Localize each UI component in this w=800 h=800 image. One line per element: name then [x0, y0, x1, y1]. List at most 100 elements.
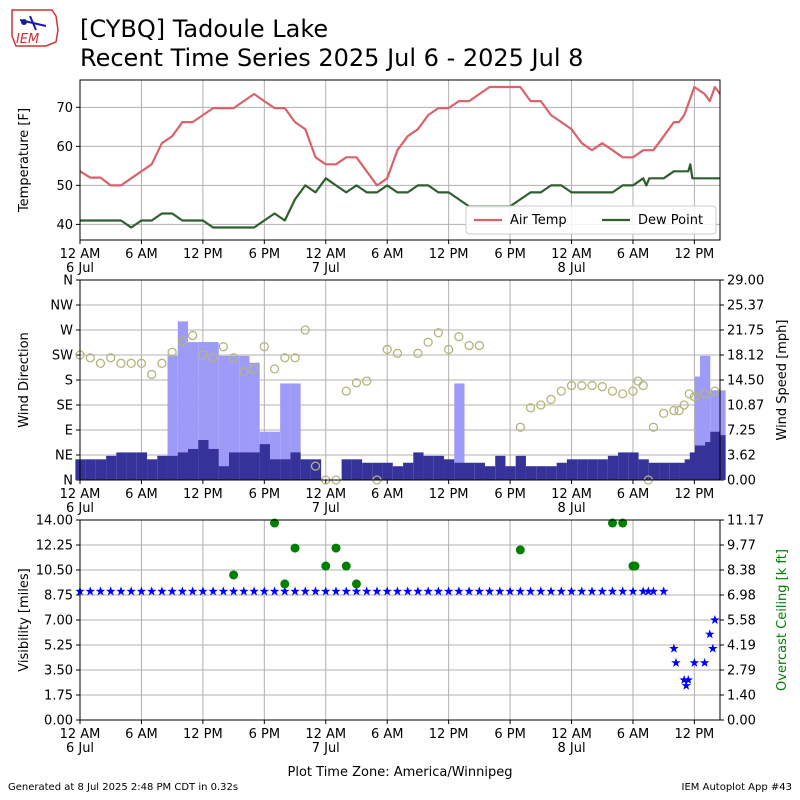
wind-direction-point [95, 358, 106, 368]
wind-direction-point [106, 353, 116, 363]
bar-wind-speed [413, 452, 424, 480]
visibility-point [643, 586, 654, 596]
x-tick-sublabel: 8 Jul [557, 261, 585, 276]
bar-wind-speed [684, 459, 695, 480]
x-tick-sublabel: 8 Jul [557, 501, 585, 516]
ceiling-point [280, 579, 290, 589]
wind-direction-point [280, 353, 290, 363]
wind-direction-point [259, 342, 269, 352]
bar-wind-speed [556, 462, 567, 480]
wind-direction-point [679, 400, 689, 410]
y2-tick-label: 9.77 [727, 539, 756, 554]
y-tick-label: 8.75 [44, 589, 73, 604]
visibility-point [126, 586, 136, 596]
iem-logo: IEM [11, 9, 59, 47]
y2-tick-label: 0.00 [727, 714, 756, 729]
bar-wind-speed [587, 459, 598, 480]
visibility-point [597, 586, 607, 596]
bar-wind-speed [239, 452, 250, 480]
wind-direction-point [351, 378, 362, 388]
bar-wind-speed [136, 452, 148, 480]
visibility-point [474, 586, 485, 596]
x-tick-label: 12 AM [551, 487, 592, 502]
visibility-point [536, 586, 546, 596]
bar-wind-speed [249, 452, 260, 480]
wind-direction-point [392, 348, 403, 358]
x-tick-label: 12 PM [429, 247, 469, 262]
x-tick-sublabel: 7 Jul [312, 261, 340, 276]
visibility-point [321, 586, 331, 596]
x-tick-label: 12 AM [60, 727, 101, 742]
wind-direction-point [177, 336, 188, 346]
y2-axis-label: Overcast Ceiling [k ft] [775, 549, 790, 691]
legend-label: Dew Point [638, 213, 703, 228]
wind-direction-point [198, 350, 208, 360]
visibility-point [681, 680, 691, 690]
y2-tick-label: 11.17 [727, 514, 764, 529]
visibility-point [85, 586, 95, 596]
x-tick-label: 12 AM [305, 487, 346, 502]
y-tick-label: 12.25 [36, 539, 73, 554]
bar-wind-speed [403, 462, 414, 480]
visibility-point [671, 657, 681, 667]
wind-direction-point [300, 325, 310, 335]
bar-wind-speed [505, 466, 516, 480]
bar-wind-speed [525, 466, 537, 480]
y-tick-label: 10.50 [36, 564, 73, 579]
wind-direction-point [638, 380, 648, 391]
bar-wind-speed [157, 455, 168, 480]
visibility-point [341, 586, 351, 596]
visibility-point [249, 586, 259, 596]
x-tick-label: 6 AM [371, 727, 404, 742]
visibility-point [382, 586, 392, 596]
bar-wind-speed [618, 452, 629, 480]
wind-direction-point [577, 380, 587, 391]
visibility-point [280, 586, 290, 596]
visibility-point [362, 586, 372, 596]
visibility-point [705, 629, 715, 639]
visibility-point [198, 586, 208, 596]
wind-direction-point [290, 353, 300, 363]
y2-tick-label: 7.25 [727, 424, 756, 439]
wind-direction-point [525, 403, 536, 413]
bar-wind-gust [208, 342, 219, 480]
bar-wind-speed [628, 452, 639, 480]
y2-axis-label: Wind Speed [mph] [775, 320, 790, 441]
chart-title: [CYBQ] Tadoule Lake [80, 15, 329, 43]
wind-direction-point [454, 332, 464, 342]
bar-wind-speed [433, 455, 445, 480]
wind-panel [75, 279, 726, 485]
wind-direction-point [597, 382, 607, 392]
bar-wind-speed [372, 462, 383, 480]
bar-wind-speed [546, 466, 557, 480]
series-line-air-temp [79, 85, 721, 187]
chart-subtitle: Recent Time Series 2025 Jul 6 - 2025 Jul… [80, 44, 584, 72]
bar-wind-gust [167, 355, 178, 480]
wind-direction-point [218, 342, 229, 352]
bar-wind-speed [607, 455, 619, 480]
y-tick-label: 40 [56, 218, 73, 233]
wind-direction-point [269, 364, 280, 374]
visibility-point [628, 586, 638, 596]
y-tick-label: 70 [56, 101, 73, 116]
visibility-point [177, 586, 188, 596]
wind-direction-point [249, 364, 259, 374]
visibility-point [95, 586, 106, 596]
wind-direction-point [699, 389, 710, 399]
y2-tick-label: 14.50 [727, 374, 764, 389]
wind-direction-point [684, 389, 694, 399]
y-axis-label: Temperature [F] [17, 108, 32, 213]
visibility-point [372, 586, 382, 596]
y2-tick-label: 29.00 [727, 274, 764, 289]
y-tick-label: 50 [56, 179, 73, 194]
visibility-point [146, 586, 157, 596]
ceiling-point [229, 570, 239, 580]
ceiling-point [321, 561, 331, 571]
x-tick-label: 12 PM [675, 247, 715, 262]
x-tick-label: 6 PM [249, 727, 280, 742]
y2-tick-label: 21.75 [727, 324, 764, 339]
wind-direction-point [710, 386, 720, 396]
bar-wind-speed [392, 466, 404, 480]
wind-direction-point [536, 400, 546, 410]
x-tick-label: 12 PM [675, 487, 715, 502]
